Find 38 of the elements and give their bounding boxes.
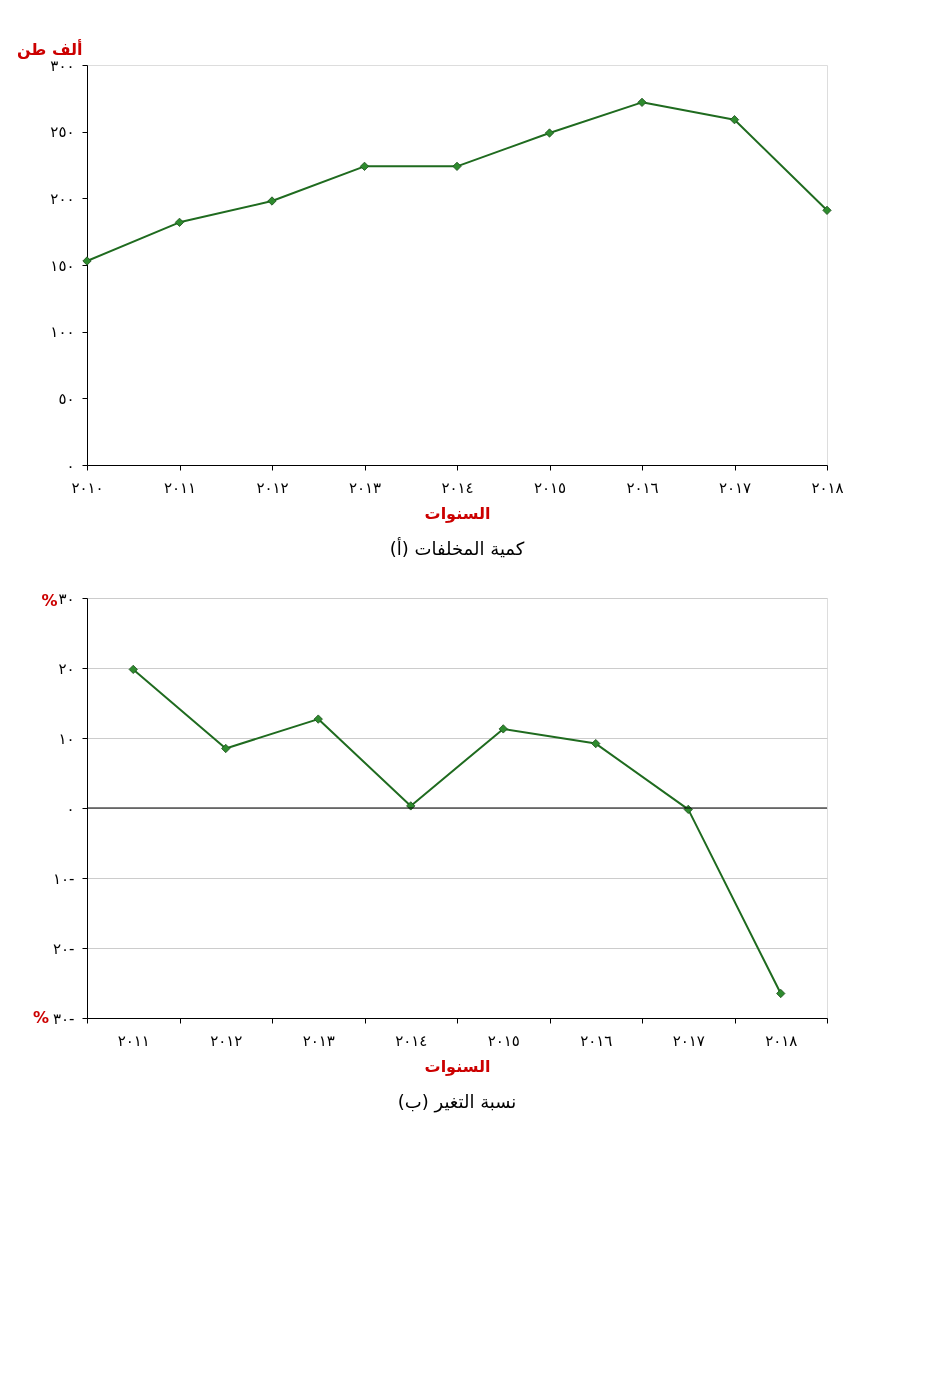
y-tick-label: ٢٥٠ — [50, 123, 75, 142]
x-tick-label: ٢٠١٣ — [348, 478, 382, 497]
x-tick-label: ٢٠١٥ — [487, 1031, 520, 1050]
y-tick-label: ١٠- — [52, 869, 75, 888]
text: % — [32, 1008, 49, 1027]
y-tick-label: ٥٠ — [58, 389, 75, 408]
y-tick-label: ١٥٠ — [50, 256, 75, 275]
x-tick-label: ٢٠١٤ — [441, 478, 474, 497]
x-tick-label: ٢٠١٥ — [533, 478, 567, 497]
x-axis-title: السنوات — [424, 503, 491, 523]
y-tick-label: ٣٠- — [52, 1009, 75, 1028]
x-tick-label: ٢٠١٠ — [71, 478, 104, 497]
y-tick-label: ٣٠ — [58, 589, 75, 608]
x-tick-label: ٢٠١٣ — [302, 1031, 335, 1050]
y-tick-label: ٠ — [66, 799, 75, 818]
y-tick-label: ٣٠٠ — [50, 56, 75, 75]
text: (ب) نسبة التغير — [397, 1091, 517, 1113]
x-tick-label: ٢٠١٤ — [395, 1031, 428, 1050]
y-tick-label: ٢٠- — [52, 939, 75, 958]
x-axis-title: السنوات — [424, 1056, 491, 1076]
x-tick-label: ٢٠١٦ — [626, 478, 659, 497]
x-tick-label: ٢٠١١ — [163, 478, 197, 497]
y-axis-title: % — [41, 590, 58, 610]
y-tick-label: ٢٠ — [58, 659, 75, 678]
text: (أ) كمية المخلفات — [389, 537, 525, 559]
x-tick-label: ٢٠١٢ — [256, 478, 289, 497]
x-tick-label: ٢٠١٦ — [580, 1031, 613, 1050]
x-tick-label: ٢٠١١ — [117, 1031, 150, 1050]
y-tick-label: ١٠ — [58, 729, 75, 748]
x-tick-label: ٢٠١٧ — [672, 1031, 705, 1050]
x-tick-label: ٢٠١٨ — [811, 478, 844, 497]
x-tick-label: ٢٠١٢ — [210, 1031, 243, 1050]
y-tick-label: ١٠٠ — [50, 323, 75, 342]
y-tick-label: ٠ — [66, 456, 75, 475]
y-axis-title: ألف طن — [16, 38, 83, 59]
x-tick-label: ٢٠١٧ — [718, 478, 752, 497]
y-tick-label: ٢٠٠ — [50, 189, 75, 208]
x-tick-label: ٢٠١٨ — [765, 1031, 798, 1050]
